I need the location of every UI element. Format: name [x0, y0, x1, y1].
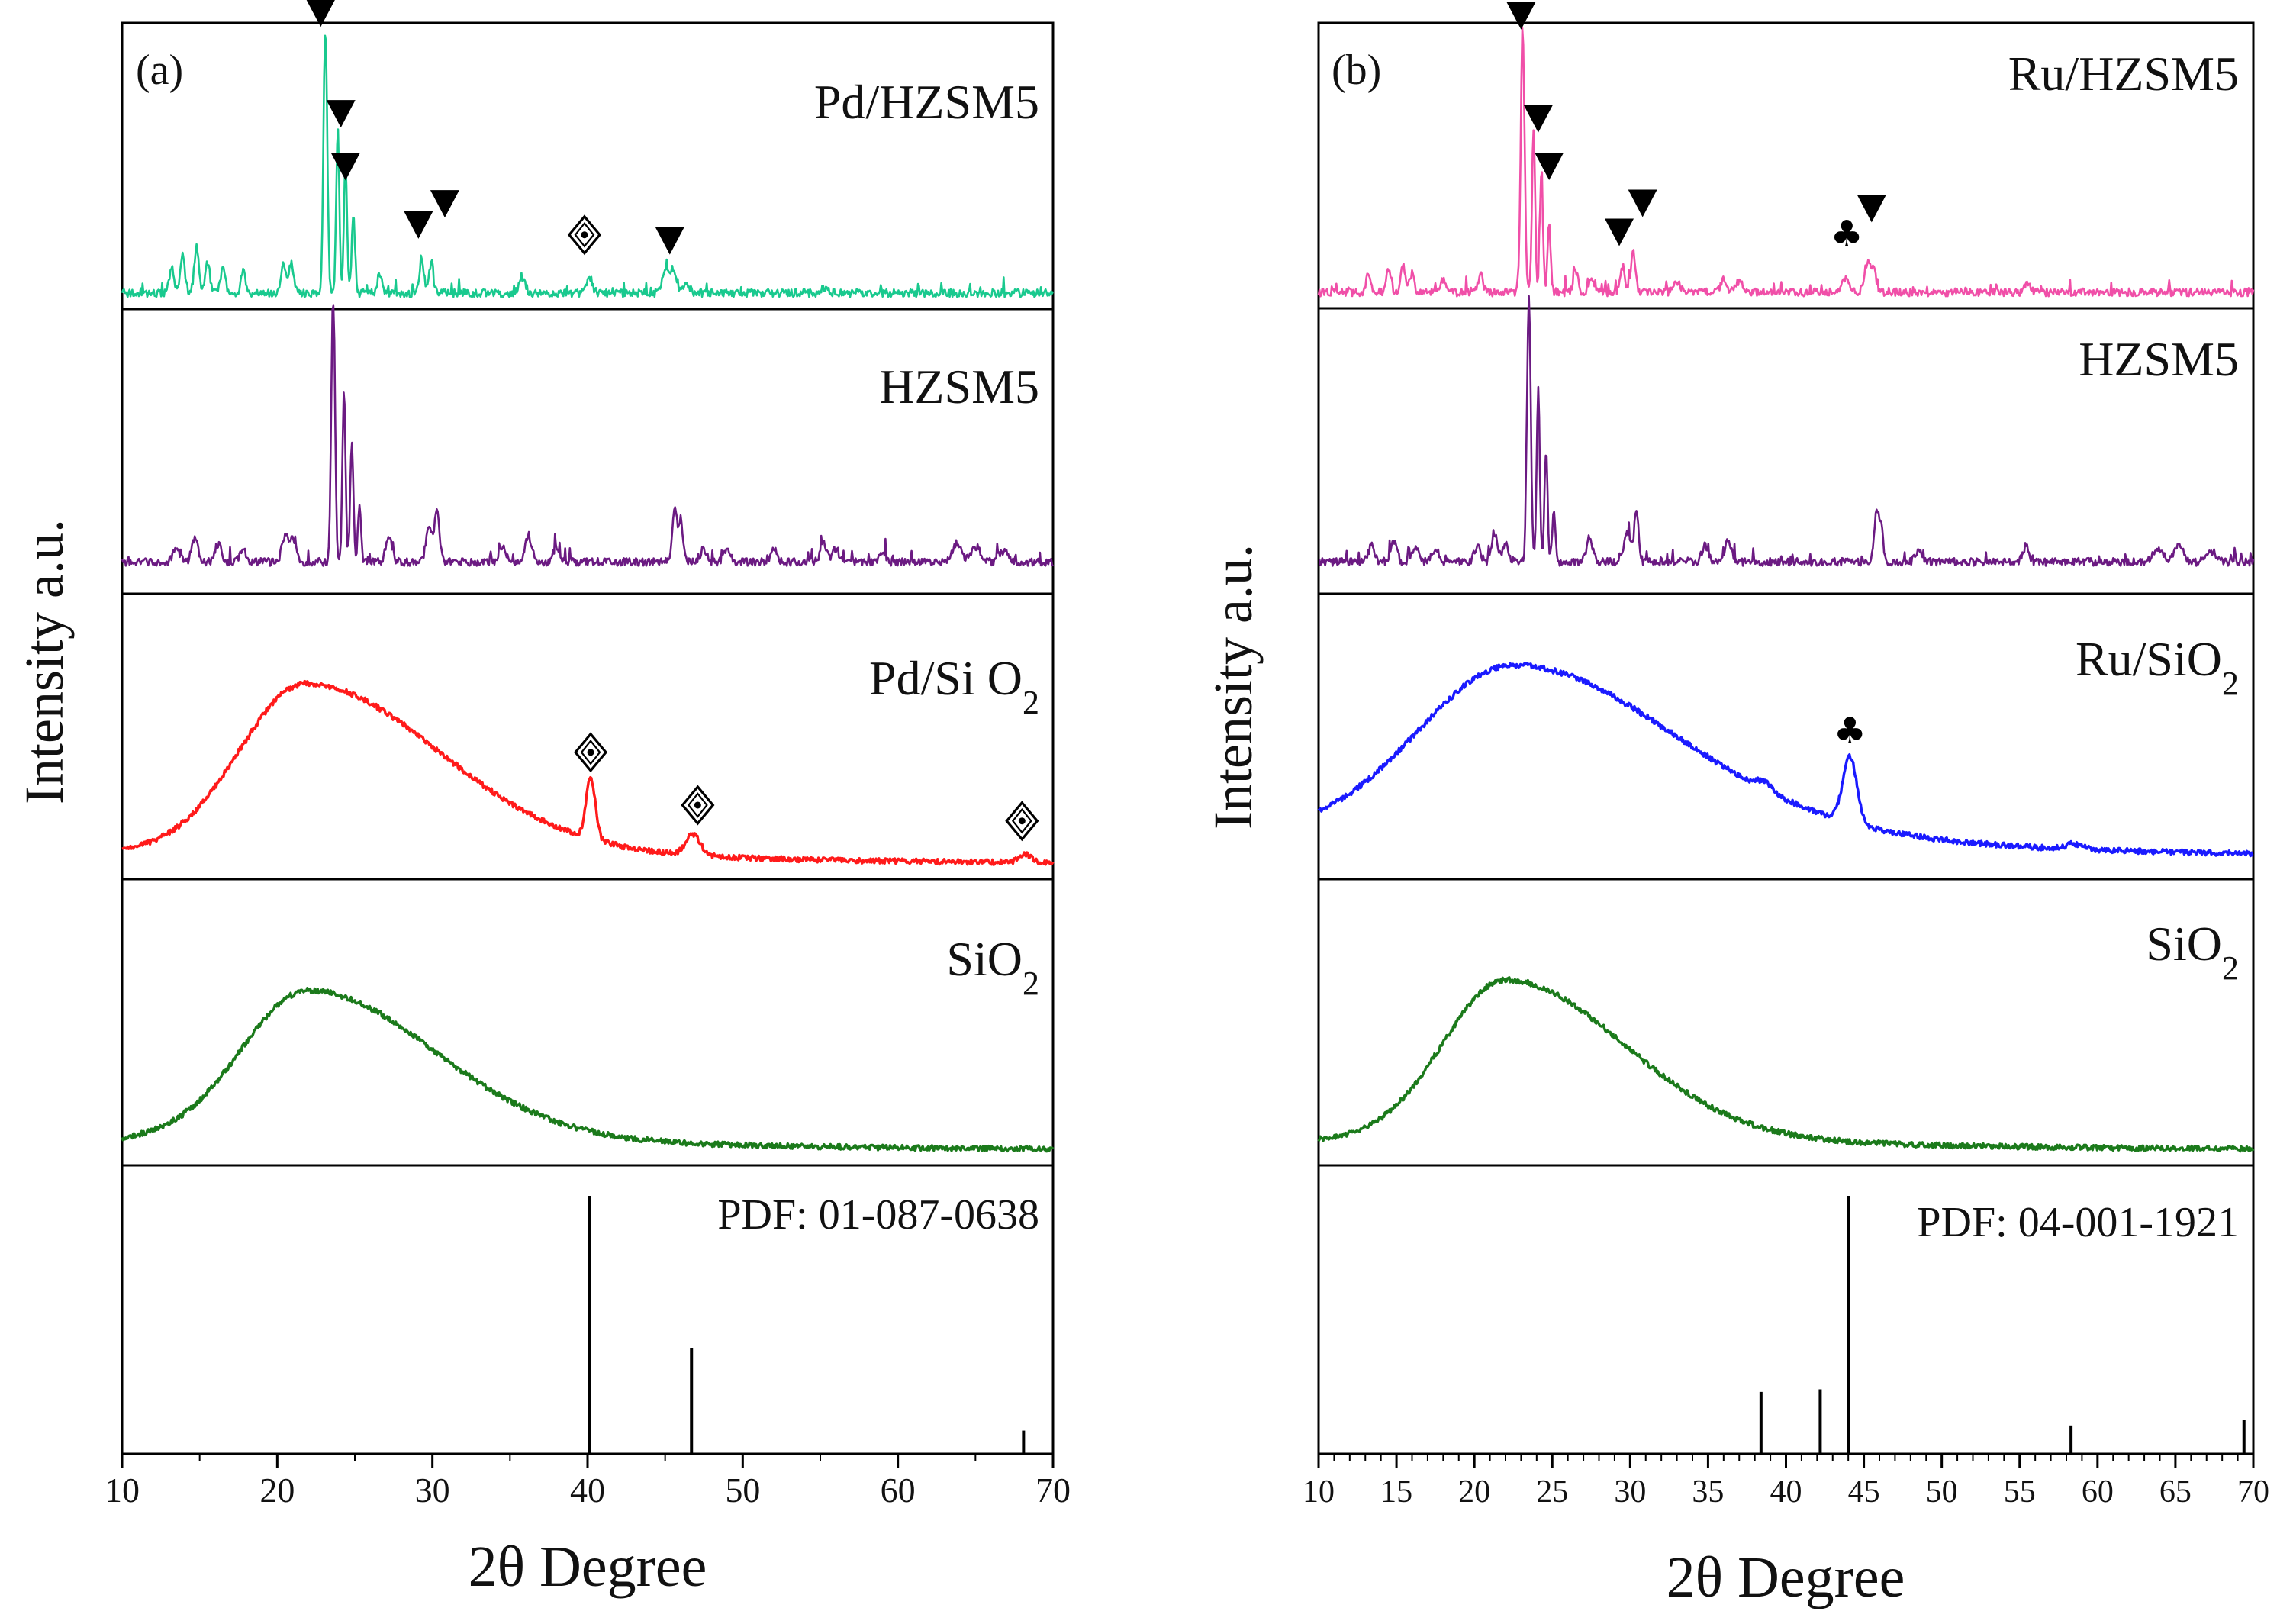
- panel-a-ylabel: Intensity a.u.: [14, 519, 75, 804]
- x-tick-label: 70: [1035, 1471, 1071, 1510]
- series-label: Ru/SiO2: [2076, 632, 2239, 702]
- x-tick-label: 70: [2237, 1474, 2269, 1510]
- x-tick-label: 10: [105, 1471, 140, 1510]
- x-tick-label: 50: [1926, 1474, 1958, 1510]
- series-trace: [1317, 976, 2255, 1153]
- x-tick-label: 15: [1380, 1474, 1412, 1510]
- series-trace: [121, 986, 1055, 1153]
- x-tick-label: 30: [1614, 1474, 1646, 1510]
- x-tick-label: 25: [1536, 1474, 1568, 1510]
- x-tick-label: 35: [1692, 1474, 1724, 1510]
- phase-marker-diamond-icon: [1005, 801, 1039, 842]
- phase-marker-triangle-icon: [306, 0, 335, 27]
- x-tick-label: 40: [570, 1471, 605, 1510]
- phase-marker-triangle-icon: [1605, 218, 1634, 246]
- panel-a-xlabel: 2θ Degree: [469, 1535, 707, 1599]
- panel-b: (b) Intensity a.u. 2θ Degree 10 15 20 25 30 3…: [1203, 2, 2269, 1610]
- phase-marker-diamond-icon: [681, 785, 715, 826]
- x-tick-label: 55: [2004, 1474, 2036, 1510]
- series-trace: [121, 679, 1055, 866]
- phase-marker-club-icon: ♣: [1831, 213, 1863, 256]
- series-label: Pd/HZSM5: [814, 75, 1039, 129]
- panel-b-ylabel: Intensity a.u.: [1203, 544, 1264, 830]
- phase-marker-triangle-icon: [1857, 195, 1886, 223]
- series-trace: [1318, 295, 2255, 567]
- x-tick-label: 40: [1770, 1474, 1802, 1510]
- series-trace: [1317, 662, 2254, 858]
- x-tick-label: 20: [1458, 1474, 1490, 1510]
- x-tick-label: 50: [725, 1471, 760, 1510]
- x-tick-label: 10: [1303, 1474, 1335, 1510]
- series-label: Pd/Si O2: [869, 651, 1039, 721]
- phase-marker-triangle-icon: [326, 100, 356, 128]
- series-trace: [1317, 27, 2255, 298]
- panel-b-label: (b): [1332, 47, 1381, 94]
- series-label: HZSM5: [879, 359, 1039, 414]
- panel-a-label: (a): [136, 47, 183, 94]
- series-trace: [121, 34, 1055, 298]
- x-tick-label: 30: [415, 1471, 450, 1510]
- x-tick-label: 20: [259, 1471, 295, 1510]
- panel-b-xlabel: 2θ Degree: [1667, 1545, 1905, 1610]
- x-tick-label: 65: [2159, 1474, 2192, 1510]
- phase-marker-triangle-icon: [1523, 105, 1553, 133]
- phase-marker-triangle-icon: [404, 211, 433, 239]
- phase-marker-club-icon: ♣: [1834, 710, 1866, 752]
- series-label: HZSM5: [2079, 332, 2239, 386]
- x-tick-label: 60: [2082, 1474, 2114, 1510]
- phase-marker-diamond-icon: [573, 732, 608, 773]
- series-label: Ru/HZSM5: [2008, 47, 2239, 101]
- phase-marker-triangle-icon: [1628, 189, 1657, 218]
- reference-label: PDF: 01-087-0638: [717, 1191, 1039, 1239]
- phase-marker-triangle-icon: [1506, 2, 1536, 30]
- phase-marker-triangle-icon: [330, 153, 360, 181]
- series-trace: [121, 304, 1054, 567]
- x-tick-label: 60: [881, 1471, 916, 1510]
- reference-label: PDF: 04-001-1921: [1917, 1199, 2239, 1246]
- phase-marker-triangle-icon: [655, 227, 684, 255]
- phase-marker-triangle-icon: [1535, 153, 1564, 180]
- series-label: SiO2: [2146, 917, 2239, 987]
- panel-a: (a) Intensity a.u. 2θ Degree 10 20 30 40 50 6…: [14, 0, 1071, 1599]
- x-tick-label: 45: [1848, 1474, 1880, 1510]
- phase-marker-diamond-icon: [567, 214, 602, 256]
- series-label: SiO2: [946, 932, 1039, 1002]
- phase-marker-triangle-icon: [430, 190, 459, 218]
